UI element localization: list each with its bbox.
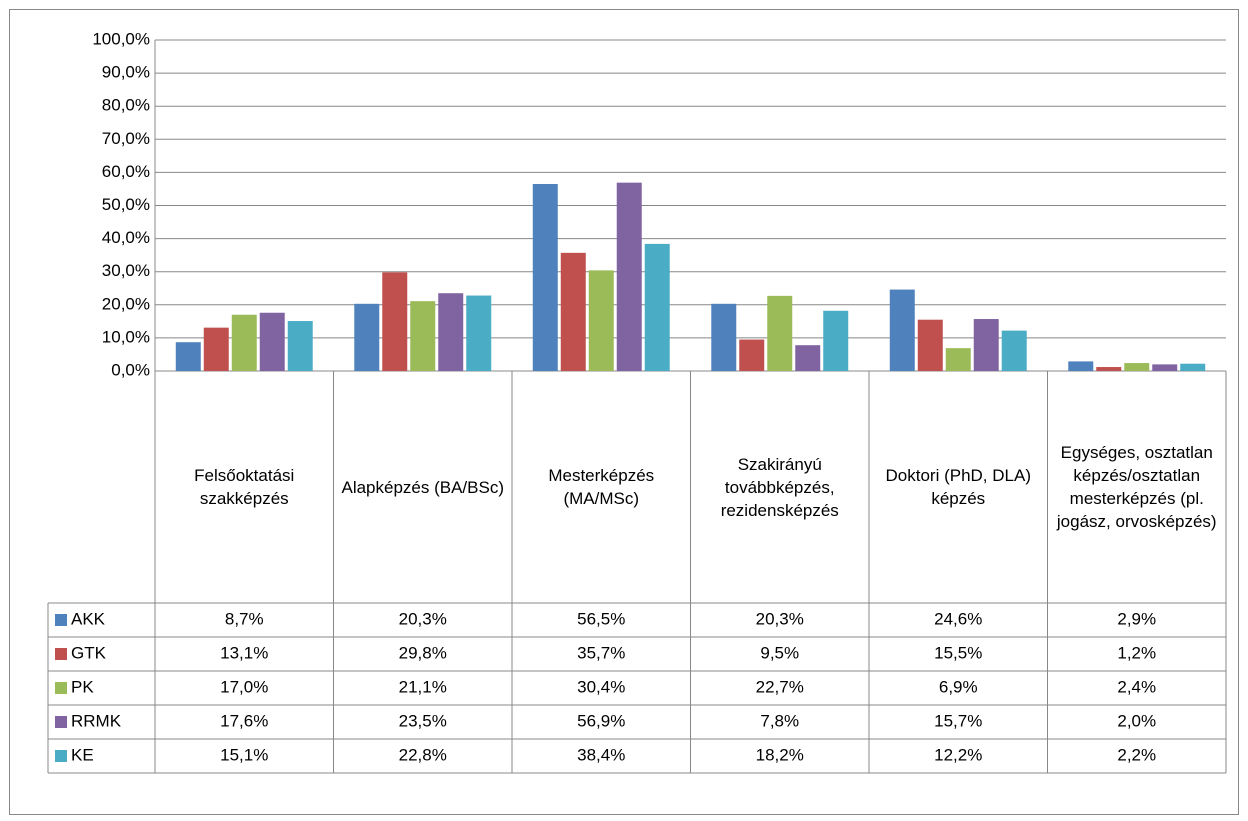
bar xyxy=(438,293,464,371)
bar xyxy=(1180,363,1206,371)
table-cell: 38,4% xyxy=(577,745,625,764)
table-cell: 21,1% xyxy=(399,677,447,696)
table-cell: 8,7% xyxy=(225,609,264,628)
table-cell: 56,9% xyxy=(577,711,625,730)
legend-label: RRMK xyxy=(71,711,122,730)
chart-border xyxy=(9,9,1239,815)
bar xyxy=(1152,364,1178,371)
table-cell: 22,7% xyxy=(756,677,804,696)
y-tick-label: 100,0% xyxy=(92,29,150,48)
x-tick-label: Mesterképzés (MA/MSc) xyxy=(548,466,655,508)
table-cell: 2,4% xyxy=(1117,677,1156,696)
bar xyxy=(560,252,586,371)
legend-swatch xyxy=(55,682,67,694)
bar xyxy=(917,319,943,371)
table-cell: 35,7% xyxy=(577,643,625,662)
y-tick-label: 40,0% xyxy=(102,228,150,247)
bar xyxy=(1068,361,1094,371)
y-tick-label: 30,0% xyxy=(102,261,150,280)
legend-swatch xyxy=(55,648,67,660)
table-cell: 2,9% xyxy=(1117,609,1156,628)
x-tick-label: Szakirányú továbbképzés, rezidensképzés xyxy=(720,454,839,520)
bar xyxy=(410,301,436,371)
table-cell: 12,2% xyxy=(934,745,982,764)
bar xyxy=(644,243,670,371)
bar xyxy=(1096,367,1122,371)
table-cell: 15,7% xyxy=(934,711,982,730)
bar xyxy=(532,183,558,371)
bar xyxy=(823,310,849,371)
table-cell: 2,2% xyxy=(1117,745,1156,764)
table-cell: 20,3% xyxy=(399,609,447,628)
y-tick-label: 70,0% xyxy=(102,129,150,148)
bar xyxy=(973,319,999,371)
legend-swatch xyxy=(55,750,67,762)
table-cell: 17,6% xyxy=(220,711,268,730)
bar xyxy=(466,295,492,371)
table-cell: 22,8% xyxy=(399,745,447,764)
x-tick-label: Felsőoktatási szakképzés xyxy=(194,466,295,508)
bar xyxy=(889,289,915,371)
table-cell: 29,8% xyxy=(399,643,447,662)
table-cell: 13,1% xyxy=(220,643,268,662)
x-tick-label: Doktori (PhD, DLA) képzés xyxy=(885,466,1031,508)
table-cell: 30,4% xyxy=(577,677,625,696)
bar xyxy=(354,303,380,371)
bar xyxy=(1001,330,1027,371)
bar xyxy=(382,272,408,371)
x-tick-label: Alapképzés (BA/BSc) xyxy=(341,477,504,497)
table-cell: 7,8% xyxy=(760,711,799,730)
legend-swatch xyxy=(55,716,67,728)
y-tick-label: 90,0% xyxy=(102,63,150,82)
table-cell: 24,6% xyxy=(934,609,982,628)
legend-label: KE xyxy=(71,745,94,764)
table-cell: 15,1% xyxy=(220,745,268,764)
table-cell: 56,5% xyxy=(577,609,625,628)
bar xyxy=(945,348,971,371)
table-cell: 6,9% xyxy=(939,677,978,696)
bar xyxy=(616,182,642,371)
bar xyxy=(287,321,313,371)
y-tick-label: 80,0% xyxy=(102,96,150,115)
bar xyxy=(739,339,765,371)
bar xyxy=(588,270,614,371)
table-cell: 23,5% xyxy=(399,711,447,730)
bar xyxy=(1124,363,1150,371)
y-tick-label: 20,0% xyxy=(102,294,150,313)
bar xyxy=(203,327,229,371)
x-tick-label: Egységes, osztatlan képzés/osztatlan mes… xyxy=(1056,443,1217,531)
table-cell: 9,5% xyxy=(760,643,799,662)
y-tick-label: 50,0% xyxy=(102,195,150,214)
y-tick-label: 60,0% xyxy=(102,162,150,181)
legend-label: AKK xyxy=(71,609,106,628)
table-cell: 17,0% xyxy=(220,677,268,696)
bar xyxy=(795,345,821,371)
legend-swatch xyxy=(55,614,67,626)
legend-label: PK xyxy=(71,677,94,696)
table-cell: 2,0% xyxy=(1117,711,1156,730)
bar xyxy=(767,295,793,371)
bar xyxy=(175,342,201,371)
table-cell: 1,2% xyxy=(1117,643,1156,662)
table-cell: 18,2% xyxy=(756,745,804,764)
y-tick-label: 0,0% xyxy=(111,360,150,379)
bar xyxy=(231,314,257,371)
y-tick-label: 10,0% xyxy=(102,327,150,346)
bar xyxy=(711,303,737,371)
legend-label: GTK xyxy=(71,643,107,662)
table-cell: 20,3% xyxy=(756,609,804,628)
table-cell: 15,5% xyxy=(934,643,982,662)
bar xyxy=(259,312,285,371)
